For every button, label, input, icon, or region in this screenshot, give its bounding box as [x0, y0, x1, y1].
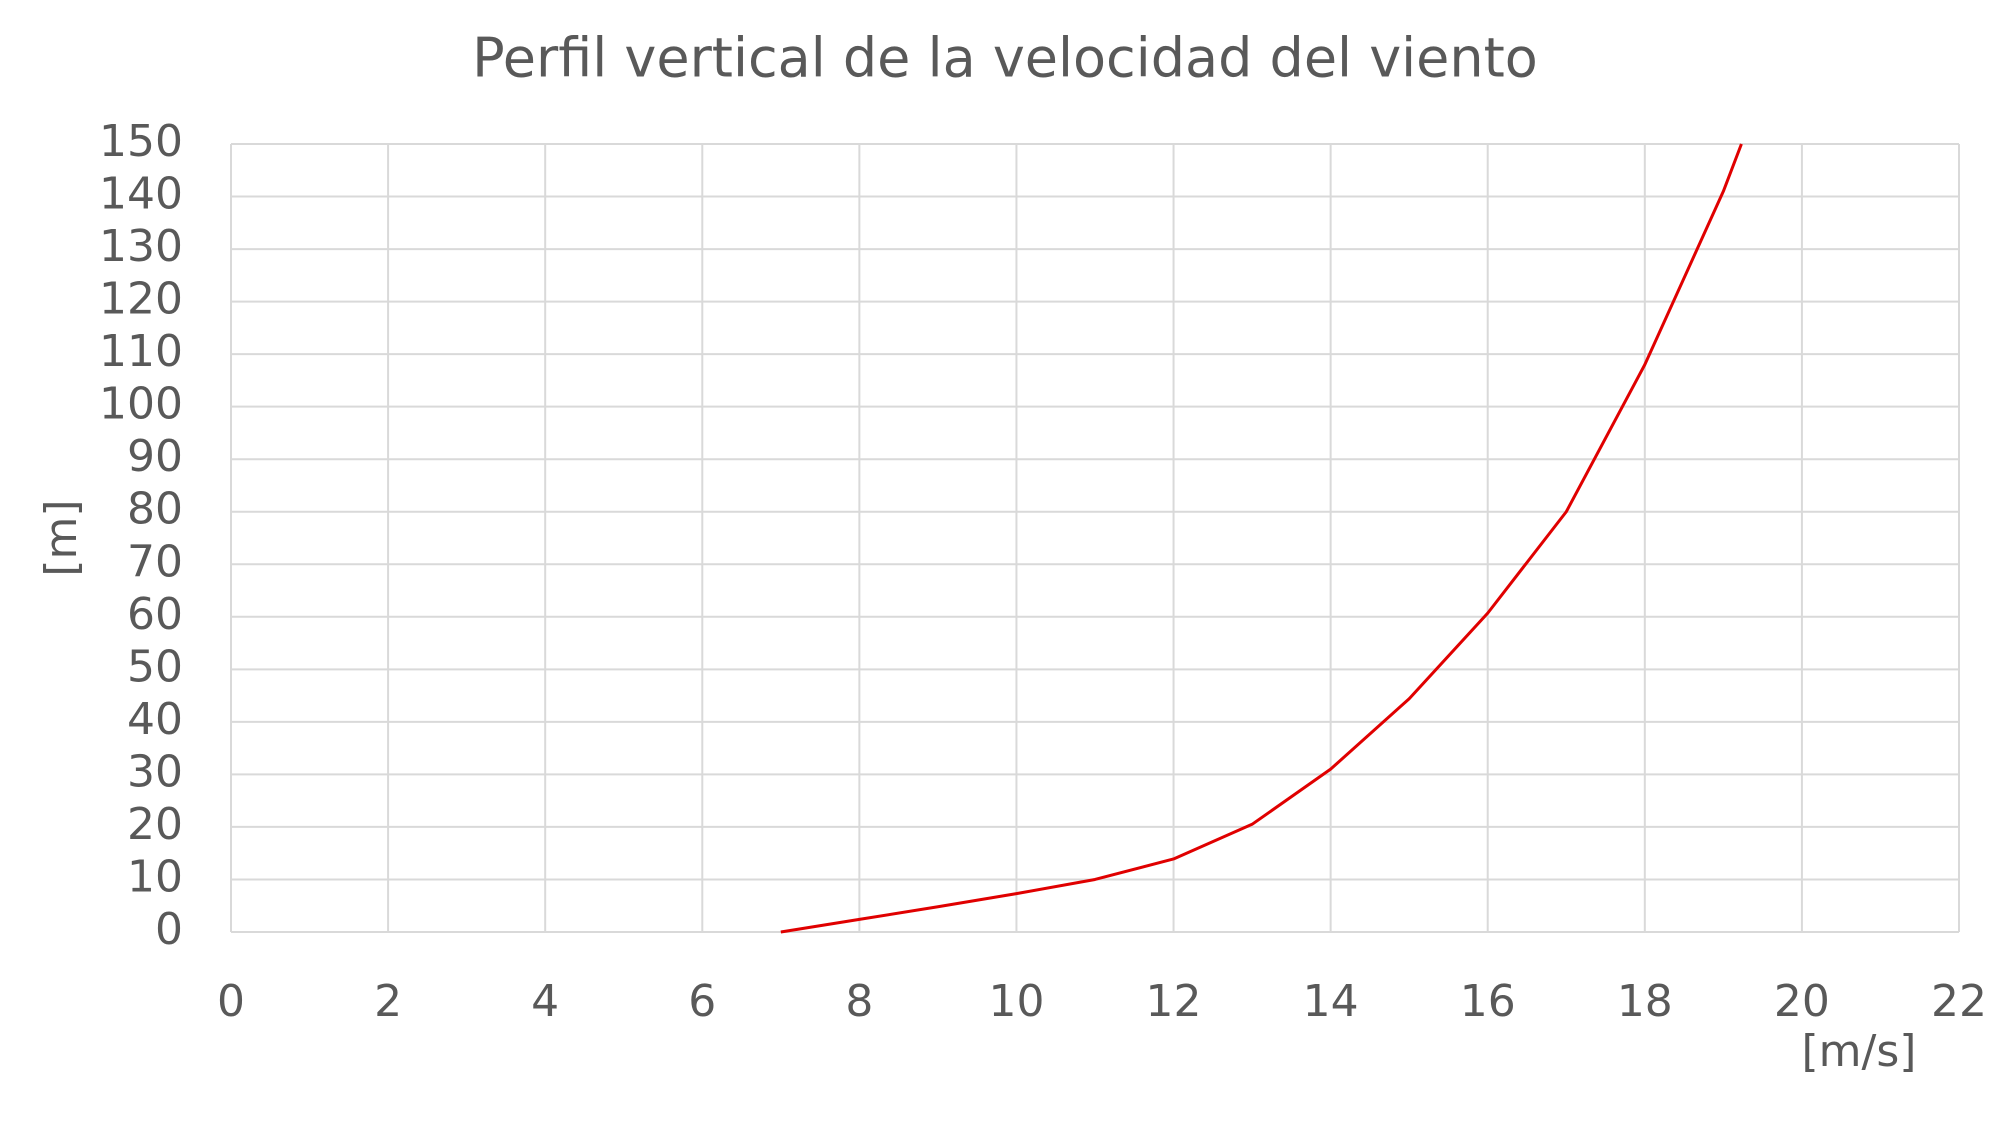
y-tick-label: 50 — [127, 641, 183, 692]
x-tick-label: 20 — [1774, 976, 1830, 1027]
x-tick-label: 12 — [1146, 976, 1202, 1027]
x-axis-label: [m/s] — [1802, 1026, 1917, 1077]
x-tick-label: 4 — [531, 976, 559, 1027]
x-tick-label: 22 — [1931, 976, 1987, 1027]
y-tick-label: 100 — [99, 379, 183, 430]
x-tick-label: 6 — [688, 976, 716, 1027]
y-tick-label: 120 — [99, 274, 183, 325]
y-tick-label: 140 — [99, 169, 183, 220]
x-tick-label: 8 — [845, 976, 873, 1027]
y-tick-label: 110 — [99, 326, 183, 377]
x-tick-label: 18 — [1617, 976, 1673, 1027]
y-tick-label: 10 — [127, 851, 183, 902]
x-tick-label: 10 — [988, 976, 1044, 1027]
x-tick-label: 14 — [1303, 976, 1359, 1027]
x-tick-label: 16 — [1460, 976, 1516, 1027]
y-tick-label: 20 — [127, 799, 183, 850]
y-tick-label: 70 — [127, 536, 183, 587]
x-tick-label: 0 — [217, 976, 245, 1027]
y-tick-label: 40 — [127, 694, 183, 745]
y-tick-label: 60 — [127, 589, 183, 640]
y-tick-label: 150 — [99, 116, 183, 167]
y-tick-label: 90 — [127, 431, 183, 482]
x-tick-label: 2 — [374, 976, 402, 1027]
data-line — [780, 143, 1743, 934]
y-axis-label: [m] — [36, 499, 87, 576]
chart-title: Perfil vertical de la velocidad del vien… — [472, 27, 1538, 90]
y-tick-label: 130 — [99, 221, 183, 272]
y-tick-label: 30 — [127, 746, 183, 797]
y-tick-label: 0 — [155, 904, 183, 955]
y-tick-label: 80 — [127, 484, 183, 535]
